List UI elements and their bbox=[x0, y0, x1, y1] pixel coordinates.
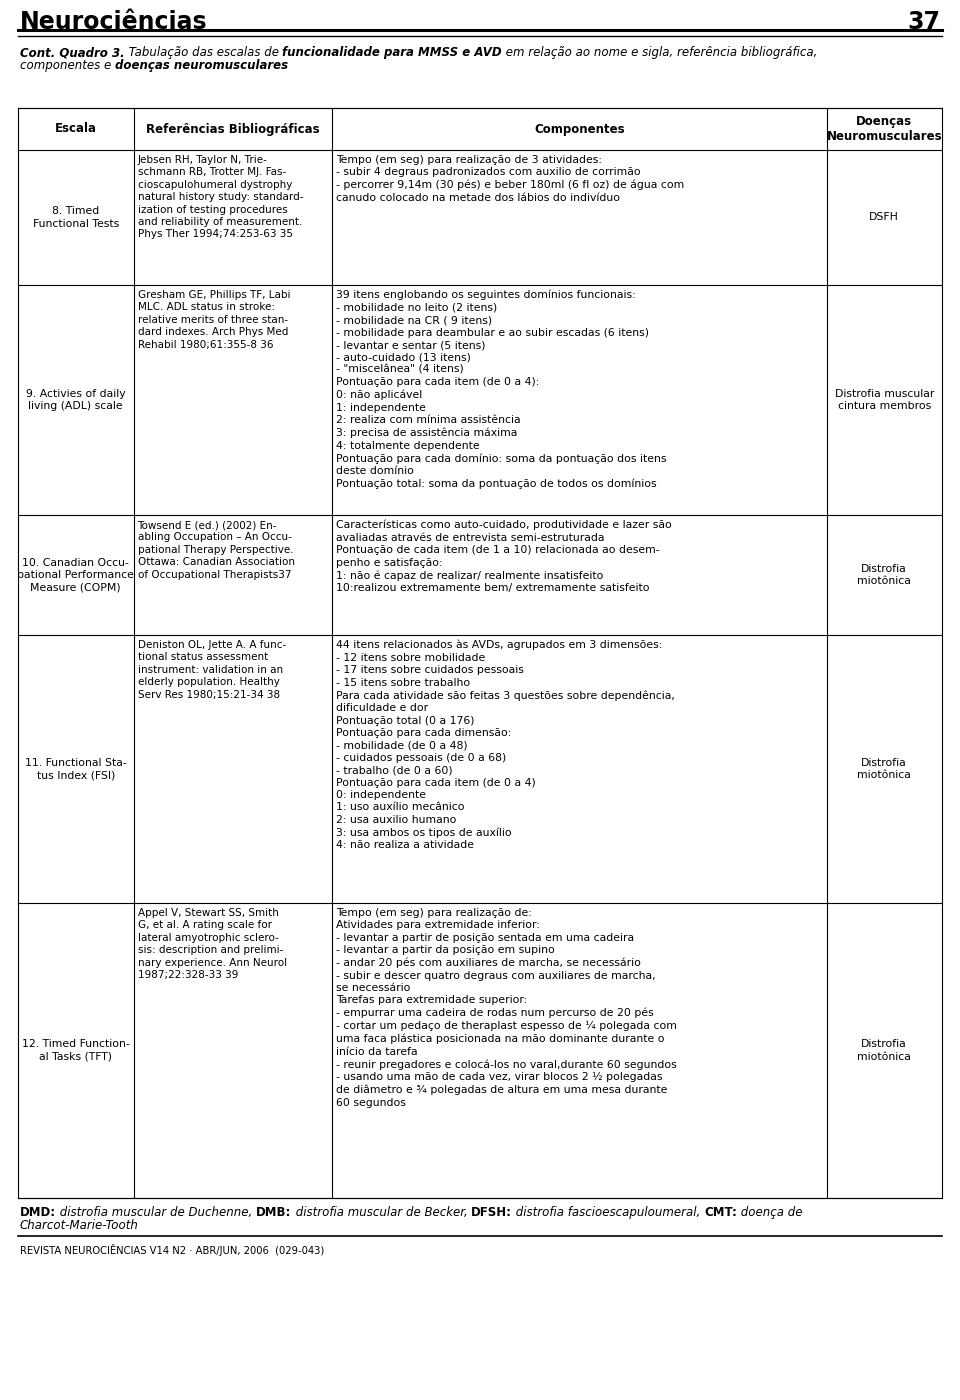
Text: funcionalidade para MMSS e AVD: funcionalidade para MMSS e AVD bbox=[282, 46, 502, 59]
Text: CMT:: CMT: bbox=[704, 1205, 737, 1219]
Text: 8. Timed
Functional Tests: 8. Timed Functional Tests bbox=[33, 206, 119, 228]
Text: DSFH: DSFH bbox=[870, 213, 900, 223]
Text: Distrofia muscular
cintura membros: Distrofia muscular cintura membros bbox=[834, 389, 934, 412]
Text: Referências Bibliográficas: Referências Bibliográficas bbox=[146, 123, 320, 136]
Text: DFSH:: DFSH: bbox=[471, 1205, 512, 1219]
Text: Gresham GE, Phillips TF, Labi
MLC. ADL status in stroke:
relative merits of thre: Gresham GE, Phillips TF, Labi MLC. ADL s… bbox=[137, 290, 290, 350]
Text: 9. Activies of daily
living (ADL) scale: 9. Activies of daily living (ADL) scale bbox=[26, 389, 126, 412]
Text: Distrofia
miotônica: Distrofia miotônica bbox=[857, 1039, 911, 1061]
Text: distrofia fascioescapuloumeral,: distrofia fascioescapuloumeral, bbox=[512, 1205, 704, 1219]
Text: Tempo (em seg) para realização de:
Atividades para extremidade inferior:
- levan: Tempo (em seg) para realização de: Ativi… bbox=[336, 909, 677, 1107]
Text: DMB:: DMB: bbox=[256, 1205, 292, 1219]
Text: 39 itens englobando os seguintes domínios funcionais:
- mobilidade no leito (2 i: 39 itens englobando os seguintes domínio… bbox=[336, 290, 666, 489]
Text: Cont. Quadro 3.: Cont. Quadro 3. bbox=[20, 46, 125, 59]
Text: Doenças
Neuromusculares: Doenças Neuromusculares bbox=[827, 115, 942, 143]
Text: distrofia muscular de Duchenne,: distrofia muscular de Duchenne, bbox=[56, 1205, 256, 1219]
Bar bbox=[18, 108, 942, 1198]
Text: Tempo (em seg) para realização de 3 atividades:
- subir 4 degraus padronizados c: Tempo (em seg) para realização de 3 ativ… bbox=[336, 155, 684, 203]
Text: Neurociências: Neurociências bbox=[20, 10, 207, 34]
Text: DMD:: DMD: bbox=[20, 1205, 56, 1219]
Text: Características como auto-cuidado, produtividade e lazer são
avaliadas através d: Características como auto-cuidado, produ… bbox=[336, 519, 672, 594]
Text: Escala: Escala bbox=[55, 123, 97, 136]
Text: distrofia muscular de Becker,: distrofia muscular de Becker, bbox=[292, 1205, 471, 1219]
Text: Appel V, Stewart SS, Smith
G, et al. A rating scale for
lateral amyotrophic scle: Appel V, Stewart SS, Smith G, et al. A r… bbox=[137, 909, 287, 980]
Text: 44 itens relacionados às AVDs, agrupados em 3 dimensões:
- 12 itens sobre mobili: 44 itens relacionados às AVDs, agrupados… bbox=[336, 640, 675, 850]
Text: Distrofia
miotônica: Distrofia miotônica bbox=[857, 564, 911, 587]
Text: Jebsen RH, Taylor N, Trie-
schmann RB, Trotter MJ. Fas-
cioscapulohumeral dystro: Jebsen RH, Taylor N, Trie- schmann RB, T… bbox=[137, 155, 303, 239]
Text: REVISTA NEUROCIÊNCIAS V14 N2 · ABR/JUN, 2006  (029-043): REVISTA NEUROCIÊNCIAS V14 N2 · ABR/JUN, … bbox=[20, 1245, 324, 1256]
Text: doença de: doença de bbox=[737, 1205, 803, 1219]
Text: 37: 37 bbox=[907, 10, 940, 34]
Text: 11. Functional Sta-
tus Index (FSI): 11. Functional Sta- tus Index (FSI) bbox=[25, 757, 127, 780]
Text: Charcot-Marie-Tooth: Charcot-Marie-Tooth bbox=[20, 1219, 139, 1232]
Text: Componentes: Componentes bbox=[534, 123, 625, 136]
Text: doenças neuromusculares: doenças neuromusculares bbox=[115, 59, 288, 71]
Text: Tabulação das escalas de: Tabulação das escalas de bbox=[125, 46, 282, 59]
Text: Deniston OL, Jette A. A func-
tional status assessment
instrument: validation in: Deniston OL, Jette A. A func- tional sta… bbox=[137, 640, 286, 700]
Text: em relação ao nome e sigla, referência bibliográfica,: em relação ao nome e sigla, referência b… bbox=[502, 46, 817, 59]
Text: Distrofia
miotônica: Distrofia miotônica bbox=[857, 757, 911, 780]
Text: 12. Timed Function-
al Tasks (TFT): 12. Timed Function- al Tasks (TFT) bbox=[22, 1039, 130, 1061]
Text: Towsend E (ed.) (2002) En-
abling Occupation – An Occu-
pational Therapy Perspec: Towsend E (ed.) (2002) En- abling Occupa… bbox=[137, 519, 295, 580]
Text: 10. Canadian Occu-
pational Performance
Measure (COPM): 10. Canadian Occu- pational Performance … bbox=[17, 557, 134, 592]
Text: componentes e: componentes e bbox=[20, 59, 115, 71]
